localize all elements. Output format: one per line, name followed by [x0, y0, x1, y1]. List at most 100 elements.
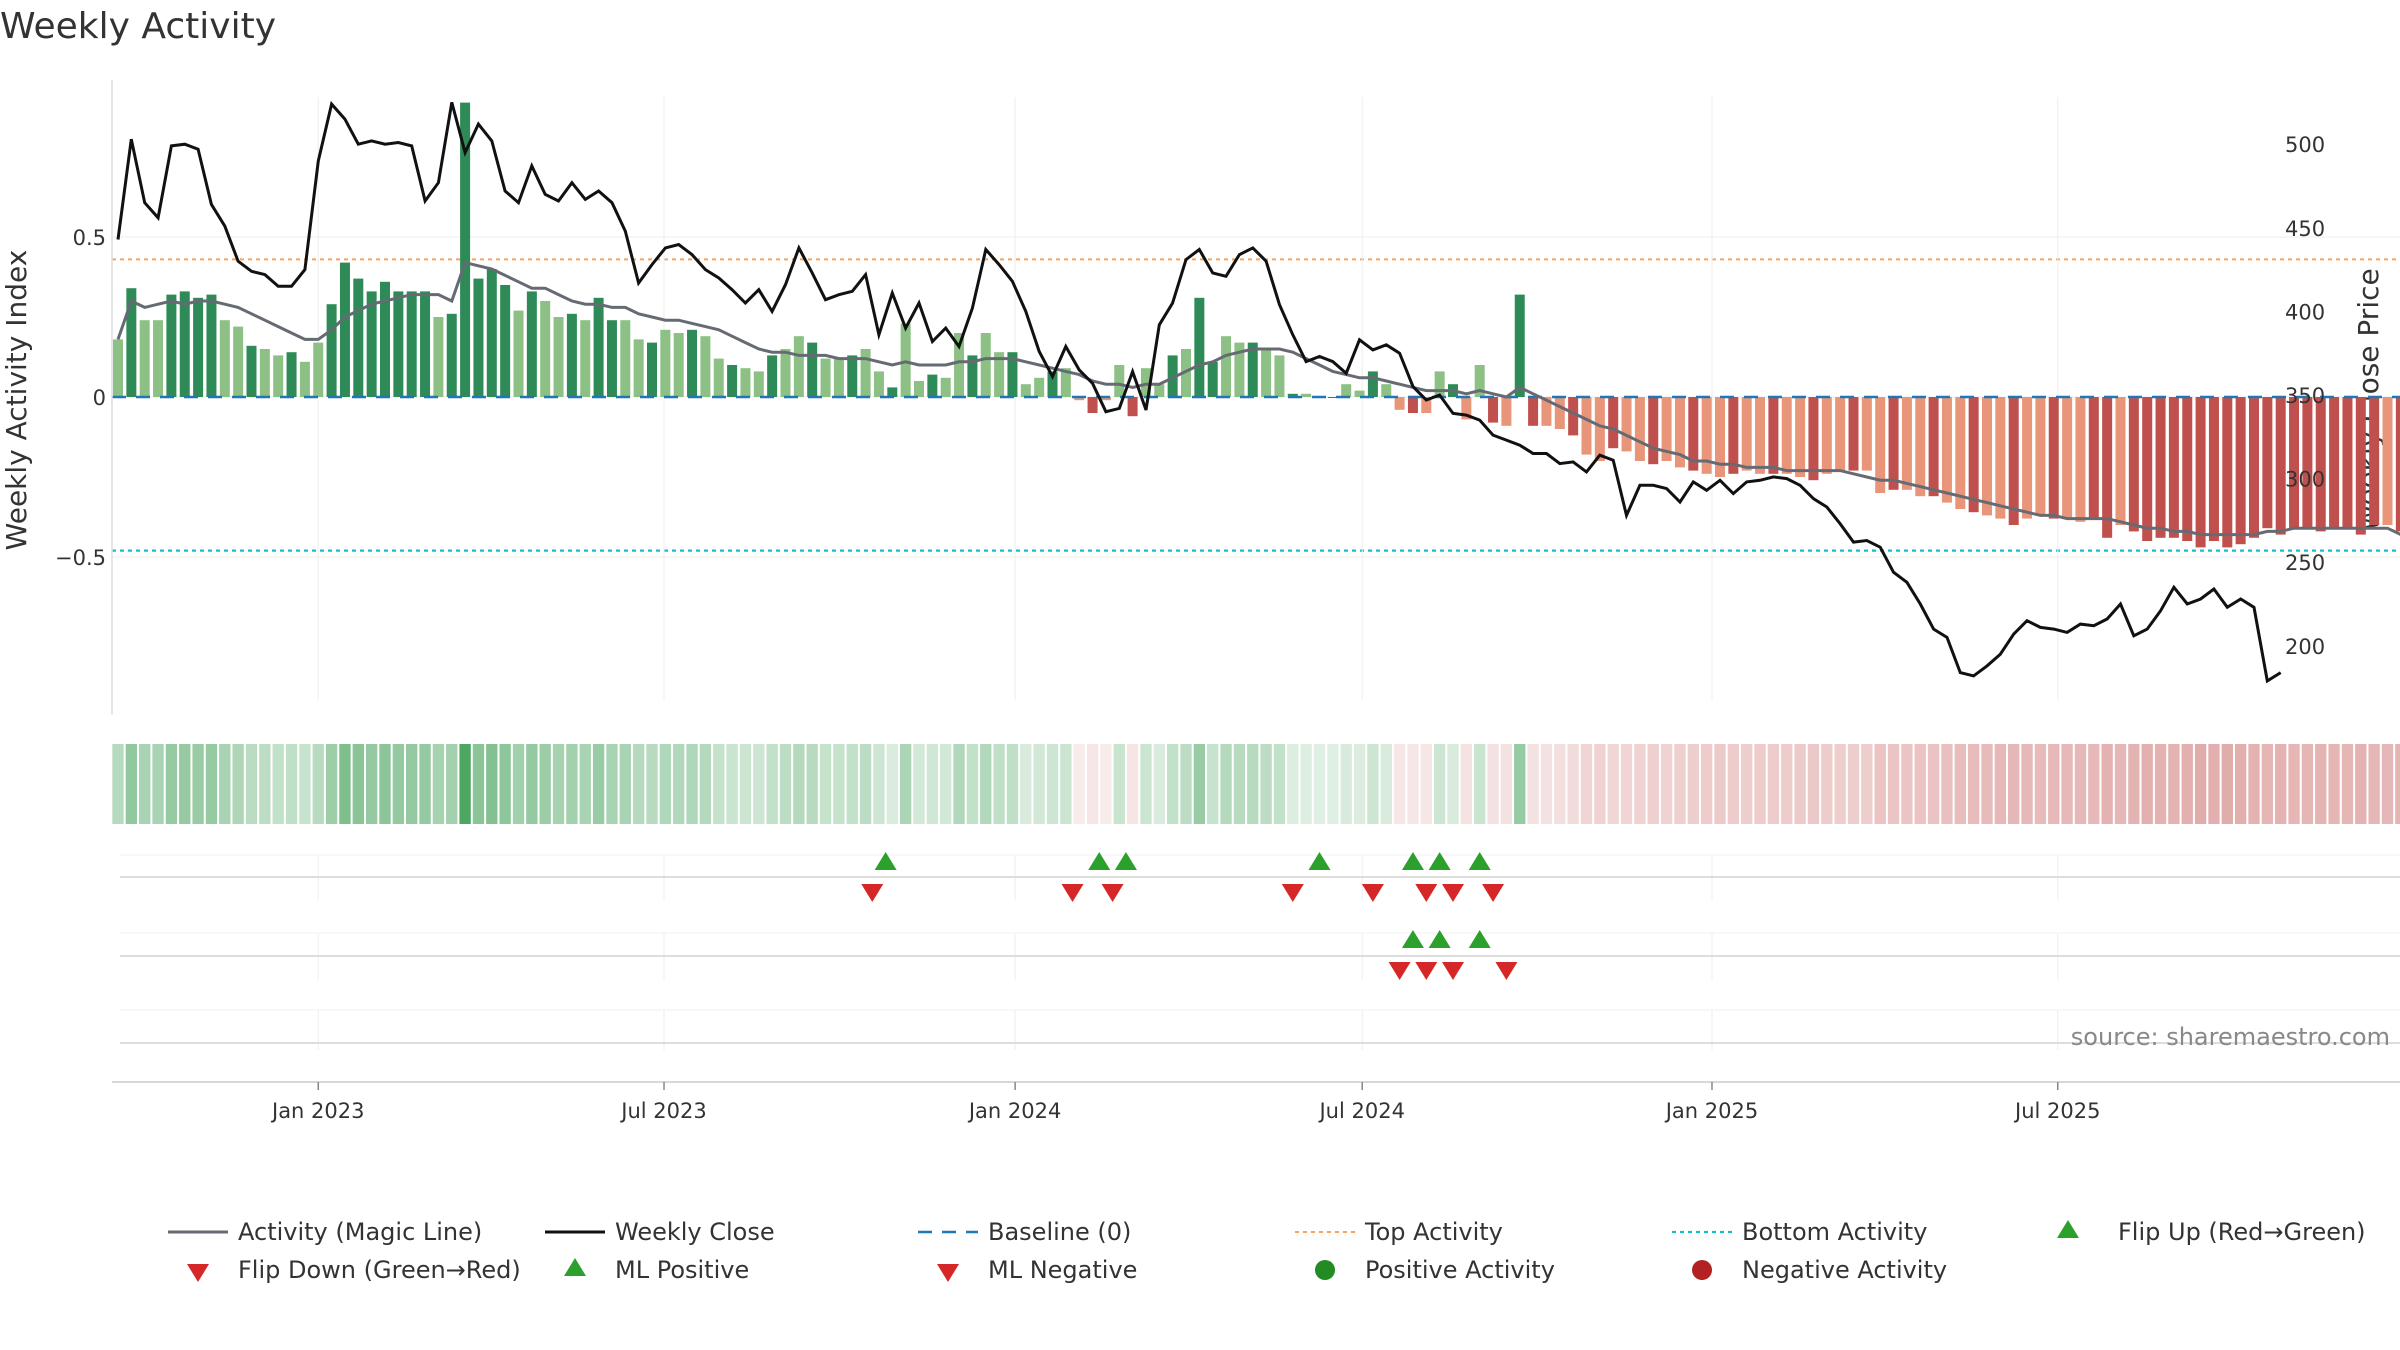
activity-bar — [393, 291, 404, 397]
activity-bar — [1247, 342, 1258, 397]
activity-bar — [967, 355, 978, 397]
activity-bar — [540, 301, 551, 397]
heat-cell — [2395, 744, 2400, 824]
activity-bar — [1341, 384, 1352, 397]
activity-bar — [2168, 397, 2179, 538]
flip-down-marker — [1361, 884, 1384, 902]
activity-bar — [1501, 397, 1512, 426]
x-tick-label: Jan 2023 — [270, 1099, 365, 1123]
activity-bar — [980, 333, 991, 397]
activity-bar — [2342, 397, 2353, 529]
activity-bar — [1140, 368, 1151, 397]
legend-label: ML Negative — [988, 1256, 1137, 1284]
activity-bar — [1768, 397, 1779, 474]
heat-cell — [739, 744, 752, 824]
heat-cell — [1420, 744, 1432, 824]
flip-down-marker — [861, 884, 884, 902]
heat-cell — [432, 744, 445, 824]
heat-cell — [1620, 744, 1633, 824]
activity-bar — [2275, 397, 2286, 535]
heat-cell — [1474, 744, 1486, 824]
activity-bar — [1554, 397, 1565, 429]
flip-down-marker — [1281, 884, 1304, 902]
activity-bar — [1514, 294, 1525, 397]
heat-cell — [1193, 744, 1206, 824]
activity-bar — [2195, 397, 2206, 548]
legend-swatch-ml-negative — [937, 1264, 959, 1282]
x-tick-label: Jan 2024 — [967, 1099, 1062, 1123]
activity-bar — [1701, 397, 1712, 474]
activity-bar — [2262, 397, 2273, 529]
heat-cell — [1300, 744, 1312, 824]
heat-cell — [352, 744, 364, 824]
heat-cell — [1287, 744, 1299, 824]
heat-cell — [2048, 744, 2060, 824]
heat-cell — [365, 744, 378, 824]
activity-bar — [2062, 397, 2073, 519]
heat-cell — [1100, 744, 1112, 824]
line-layer — [112, 100, 2400, 684]
activity-bar — [1995, 397, 2006, 519]
heat-cell — [1874, 744, 1886, 824]
heat-cell — [2221, 744, 2233, 824]
activity-bar — [2022, 397, 2033, 519]
legend-label: Activity (Magic Line) — [238, 1218, 482, 1246]
heat-cell — [1126, 744, 1139, 824]
heat-cell — [632, 744, 645, 824]
heat-cell — [552, 744, 565, 824]
heat-cell — [2315, 744, 2327, 824]
heat-cell — [1380, 744, 1392, 824]
heat-cell — [1607, 744, 1619, 824]
activity-bar — [927, 374, 938, 397]
activity-bar — [1127, 397, 1138, 417]
heat-cell — [419, 744, 431, 824]
heat-cell — [192, 744, 204, 824]
y-tick-label: 0 — [93, 386, 106, 410]
heat-cell — [325, 744, 338, 824]
activity-bar — [1955, 397, 1966, 509]
heat-cell — [1754, 744, 1766, 824]
activity-bar — [2315, 397, 2326, 532]
activity-bar — [1848, 397, 1859, 471]
activity-bar — [353, 278, 364, 397]
activity-bar — [1861, 397, 1872, 471]
heat-cell — [1393, 744, 1406, 824]
activity-bar — [1581, 397, 1592, 455]
heat-cell — [726, 744, 738, 824]
heat-cell — [793, 744, 805, 824]
heat-cell — [1180, 744, 1192, 824]
legend-label: Negative Activity — [1742, 1256, 1947, 1284]
activity-bar — [380, 281, 390, 397]
heat-cell — [285, 744, 298, 824]
heat-cell — [1260, 744, 1272, 824]
activity-bar — [954, 333, 965, 397]
heat-cell — [886, 744, 898, 824]
activity-bar — [326, 304, 337, 397]
activity-bar — [1434, 371, 1445, 397]
activity-bar — [1234, 342, 1245, 397]
heat-cell — [125, 744, 138, 824]
activity-bar — [873, 371, 884, 397]
heat-cell — [1046, 744, 1059, 824]
heat-cell — [299, 744, 311, 824]
activity-bar — [366, 291, 377, 397]
activity-bar — [633, 339, 644, 397]
heat-cell — [2154, 744, 2167, 824]
heat-cell — [526, 744, 538, 824]
activity-bar — [139, 320, 150, 397]
heat-cell — [2194, 744, 2207, 824]
heat-cell — [1340, 744, 1352, 824]
activity-bar — [1074, 397, 1085, 401]
heat-cell — [1580, 744, 1593, 824]
heat-cell — [1433, 744, 1446, 824]
activity-bar — [807, 342, 818, 397]
heat-cell — [1153, 744, 1165, 824]
activity-bar — [1367, 371, 1378, 397]
activity-bar — [299, 361, 310, 397]
activity-bar — [2395, 397, 2400, 532]
y2-tick-label: 250 — [2285, 551, 2325, 575]
activity-bar — [1781, 397, 1792, 474]
activity-bar — [1287, 393, 1298, 397]
legend-label: Top Activity — [1364, 1218, 1503, 1246]
